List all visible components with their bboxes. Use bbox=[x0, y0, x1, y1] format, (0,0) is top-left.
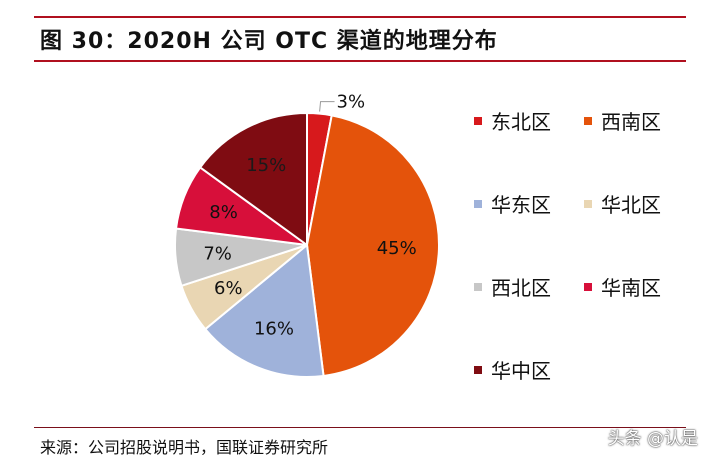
chart-legend: 东北区 西南区华东区 华北区西北区 华南区华中区 bbox=[474, 106, 704, 396]
slice-label-4: 7% bbox=[203, 243, 232, 264]
legend-label: 西南区 bbox=[601, 110, 661, 134]
legend-item-6: 华中区 bbox=[474, 355, 551, 384]
legend-item-3: 华北区 bbox=[584, 189, 661, 218]
legend-swatch bbox=[584, 116, 592, 125]
pie-slice-6 bbox=[198, 111, 308, 247]
legend-label: 华南区 bbox=[601, 276, 661, 300]
title-top-rule bbox=[34, 16, 686, 18]
slice-label-1: 45% bbox=[377, 238, 417, 259]
legend-item-2: 华东区 bbox=[474, 189, 551, 218]
legend-item-4: 西北区 bbox=[474, 272, 551, 301]
slice-label-0: 3% bbox=[337, 92, 366, 113]
legend-item-1: 西南区 bbox=[584, 106, 661, 135]
legend-swatch bbox=[584, 282, 592, 291]
legend-swatch bbox=[474, 365, 482, 374]
footer-rule bbox=[34, 427, 686, 428]
legend-label: 华东区 bbox=[491, 193, 551, 217]
legend-label: 东北区 bbox=[491, 110, 551, 134]
legend-item-0: 东北区 bbox=[474, 106, 551, 135]
slice-label-6: 15% bbox=[246, 155, 286, 176]
chart-title: 图 30：2020H 公司 OTC 渠道的地理分布 bbox=[40, 29, 498, 54]
watermark: 头条 @认是 bbox=[607, 429, 698, 449]
slice-label-2: 16% bbox=[254, 318, 294, 339]
source-note: 来源：公司招股说明书，国联证券研究所 bbox=[40, 438, 329, 457]
legend-label: 华北区 bbox=[601, 193, 661, 217]
legend-swatch bbox=[474, 116, 482, 125]
pie-slice-2 bbox=[203, 243, 325, 378]
leader-line-0 bbox=[319, 101, 335, 112]
slice-label-5: 8% bbox=[209, 202, 238, 223]
legend-label: 西北区 bbox=[491, 276, 551, 300]
slice-label-3: 6% bbox=[214, 278, 243, 299]
legend-item-5: 华南区 bbox=[584, 272, 661, 301]
legend-swatch bbox=[584, 199, 592, 208]
legend-swatch bbox=[474, 282, 482, 291]
legend-label: 华中区 bbox=[491, 359, 551, 383]
pie-slice-1 bbox=[305, 114, 440, 378]
legend-swatch bbox=[474, 199, 482, 208]
title-bottom-rule bbox=[34, 60, 686, 62]
